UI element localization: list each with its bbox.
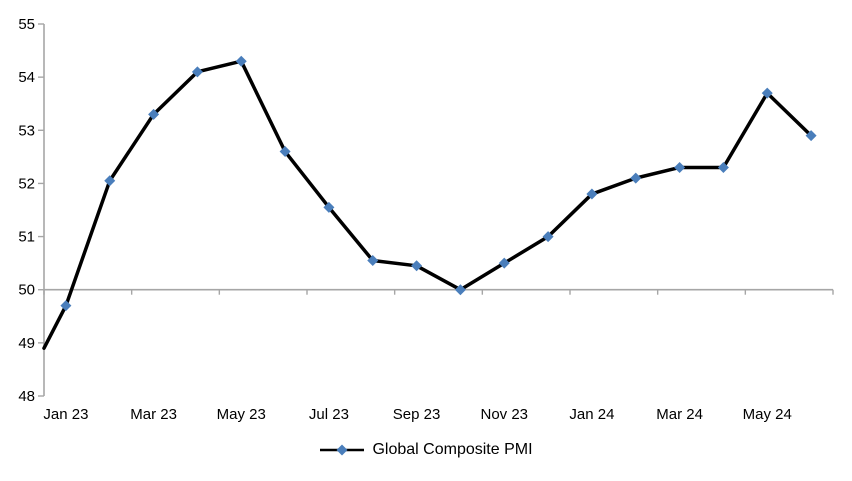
x-axis-label: Jan 24 — [569, 406, 614, 423]
data-point-marker — [717, 161, 729, 173]
y-axis-label: 48 — [18, 388, 35, 405]
y-axis-label: 55 — [18, 16, 35, 33]
x-axis-label: Mar 24 — [656, 406, 703, 423]
y-axis-label: 49 — [18, 335, 35, 352]
data-point-marker — [674, 161, 686, 173]
legend-line-sample — [320, 444, 365, 456]
data-point-marker — [148, 108, 160, 120]
data-point-marker — [498, 257, 510, 269]
x-axis-label: Jul 23 — [309, 406, 349, 423]
x-axis-label: Sep 23 — [393, 406, 441, 423]
x-axis-label: Jan 23 — [43, 406, 88, 423]
y-axis-label: 53 — [18, 122, 35, 139]
data-point-marker — [586, 188, 598, 200]
data-point-marker — [542, 231, 554, 243]
data-point-marker — [761, 87, 773, 99]
data-point-marker — [411, 260, 423, 272]
x-axis-label: May 23 — [217, 406, 266, 423]
y-axis-label: 52 — [18, 175, 35, 192]
data-point-marker — [454, 284, 466, 296]
data-point-marker — [279, 146, 291, 158]
legend-diamond-icon — [336, 444, 348, 456]
data-point-marker — [323, 201, 335, 213]
y-axis-label: 51 — [18, 229, 35, 246]
data-point-marker — [367, 254, 379, 266]
x-axis-label: May 24 — [743, 406, 792, 423]
data-point-marker — [805, 130, 817, 142]
chart-legend: Global Composite PMI — [0, 441, 852, 459]
y-axis-label: 54 — [18, 69, 35, 86]
data-point-marker — [630, 172, 642, 184]
y-axis-label: 50 — [18, 282, 35, 299]
data-point-marker — [60, 300, 72, 312]
data-point-marker — [235, 55, 247, 67]
x-axis-label: Mar 23 — [130, 406, 177, 423]
data-point-marker — [104, 175, 116, 187]
data-point-marker — [191, 66, 203, 78]
x-axis-label: Nov 23 — [480, 406, 528, 423]
legend-label: Global Composite PMI — [372, 441, 533, 458]
data-line — [42, 59, 813, 350]
pmi-line-chart: 55 54 53 52 51 50 49 48 Jan 23 Mar 23 May 23 Jul 23… — [18, 16, 834, 423]
